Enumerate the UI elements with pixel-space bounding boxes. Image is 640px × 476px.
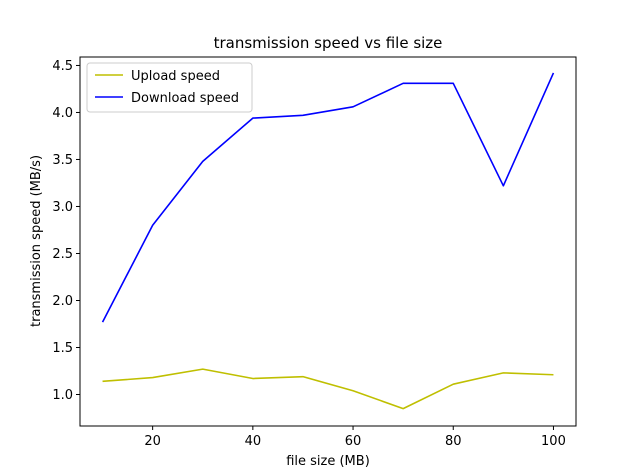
x-tick-label: 100 (541, 434, 566, 449)
y-axis-label: transmission speed (MB/s) (29, 155, 44, 327)
legend-label-upload: Upload speed (131, 69, 220, 84)
y-tick-label: 2.5 (52, 247, 73, 262)
x-axis: 20 40 60 80 100 (144, 426, 566, 449)
legend-box (86, 62, 253, 113)
plot-frame (79, 56, 577, 427)
series-line-0 (102, 368, 554, 410)
y-tick-label: 1.0 (52, 388, 73, 403)
chart-title: transmission speed vs file size (214, 34, 443, 52)
y-tick-label: 1.5 (52, 341, 73, 356)
x-tick-label: 20 (144, 434, 161, 449)
x-tick-label: 40 (245, 434, 262, 449)
y-axis: 1.0 1.5 2.0 2.5 3.0 3.5 4.0 4.5 (52, 59, 80, 403)
y-tick-label: 3.0 (52, 200, 73, 215)
y-tick-label: 4.0 (52, 106, 73, 121)
series-line-1 (101, 72, 555, 323)
x-axis-label: file size (MB) (286, 454, 370, 469)
plot-lines (101, 72, 555, 410)
y-tick-label: 3.5 (52, 153, 73, 168)
y-tick-label: 4.5 (52, 59, 73, 74)
legend: Upload speed Download speed (86, 62, 253, 113)
y-tick-label: 2.0 (52, 294, 73, 309)
x-tick-label: 60 (345, 434, 362, 449)
x-tick-label: 80 (445, 434, 462, 449)
legend-label-download: Download speed (131, 91, 239, 106)
